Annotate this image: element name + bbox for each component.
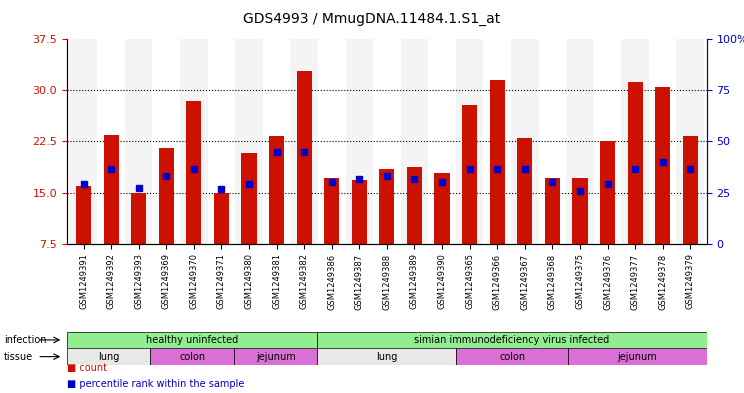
Bar — [186, 101, 202, 244]
FancyBboxPatch shape — [150, 348, 234, 365]
Bar — [683, 136, 698, 244]
Bar — [429, 39, 456, 244]
Bar — [324, 178, 339, 244]
Bar — [539, 39, 566, 244]
Bar — [649, 39, 676, 244]
Bar — [125, 39, 153, 244]
Text: jejunum: jejunum — [618, 352, 657, 362]
Bar — [76, 186, 91, 244]
Bar — [297, 71, 312, 244]
Bar — [627, 81, 643, 244]
Bar — [373, 39, 401, 244]
Bar — [208, 39, 235, 244]
Bar — [655, 87, 670, 244]
Bar — [566, 39, 594, 244]
Text: jejunum: jejunum — [256, 352, 295, 362]
Bar — [263, 39, 290, 244]
Bar — [153, 39, 180, 244]
Bar — [676, 39, 704, 244]
FancyBboxPatch shape — [456, 348, 568, 365]
Bar — [345, 39, 373, 244]
FancyBboxPatch shape — [568, 348, 707, 365]
Text: colon: colon — [179, 352, 205, 362]
Bar — [600, 141, 615, 244]
Text: GDS4993 / MmugDNA.11484.1.S1_at: GDS4993 / MmugDNA.11484.1.S1_at — [243, 12, 501, 26]
Bar — [318, 39, 345, 244]
FancyBboxPatch shape — [234, 348, 318, 365]
Bar — [180, 39, 208, 244]
Text: healthy uninfected: healthy uninfected — [146, 335, 238, 345]
Bar — [269, 136, 284, 244]
Bar — [401, 39, 429, 244]
Bar — [379, 169, 394, 244]
Bar — [484, 39, 511, 244]
Bar — [545, 178, 560, 244]
Bar — [235, 39, 263, 244]
Bar — [434, 173, 449, 244]
Text: tissue: tissue — [4, 352, 33, 362]
Bar — [131, 193, 147, 244]
Bar — [456, 39, 484, 244]
Bar — [490, 80, 504, 244]
Text: lung: lung — [98, 352, 119, 362]
Bar — [103, 135, 119, 244]
Bar — [214, 193, 229, 244]
Bar — [158, 148, 174, 244]
FancyBboxPatch shape — [67, 348, 150, 365]
Bar — [97, 39, 125, 244]
Text: colon: colon — [499, 352, 525, 362]
Bar — [517, 138, 533, 244]
Bar — [572, 178, 588, 244]
Bar — [70, 39, 97, 244]
Bar — [290, 39, 318, 244]
Text: ■ percentile rank within the sample: ■ percentile rank within the sample — [67, 379, 244, 389]
Text: lung: lung — [376, 352, 397, 362]
FancyBboxPatch shape — [318, 332, 707, 348]
Text: infection: infection — [4, 335, 46, 345]
Text: ■ count: ■ count — [67, 364, 107, 373]
Bar — [407, 167, 422, 244]
Bar — [621, 39, 649, 244]
Bar — [594, 39, 621, 244]
Bar — [241, 153, 257, 244]
Bar — [462, 105, 477, 244]
Text: simian immunodeficiency virus infected: simian immunodeficiency virus infected — [414, 335, 609, 345]
Bar — [352, 180, 367, 244]
FancyBboxPatch shape — [318, 348, 456, 365]
FancyBboxPatch shape — [67, 332, 318, 348]
Bar — [511, 39, 539, 244]
